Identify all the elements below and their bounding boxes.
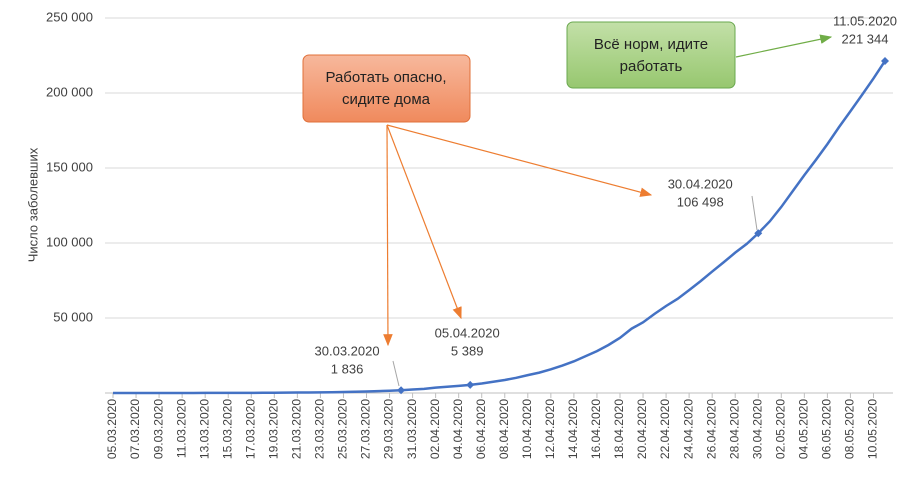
arrow bbox=[383, 124, 393, 347]
x-tick-label: 24.04.2020 bbox=[681, 399, 695, 459]
point-date-label: 30.04.2020 bbox=[668, 177, 733, 192]
grid bbox=[105, 17, 893, 398]
x-tick-label: 09.03.2020 bbox=[151, 399, 165, 459]
x-tick-label: 11.03.2020 bbox=[174, 399, 188, 458]
point-date-label: 30.03.2020 bbox=[315, 344, 380, 359]
y-tick-label: 250 000 bbox=[46, 9, 93, 24]
callout-text: Работать опасно, bbox=[325, 69, 446, 86]
x-tick-label: 28.04.2020 bbox=[727, 399, 741, 459]
y-tick-label: 50 000 bbox=[53, 309, 93, 324]
point-date-label: 05.04.2020 bbox=[435, 325, 500, 340]
x-tick-label: 17.03.2020 bbox=[243, 399, 257, 459]
callout-text: Всё норм, идите bbox=[594, 36, 708, 53]
marker bbox=[754, 229, 763, 238]
x-tick-label: 13.03.2020 bbox=[197, 399, 211, 459]
x-tick-label: 05.03.2020 bbox=[105, 399, 119, 459]
leader-line bbox=[751, 195, 758, 231]
callout-box bbox=[566, 21, 736, 89]
data-label: 106 498 bbox=[677, 195, 724, 210]
x-tick-label: 04.05.2020 bbox=[797, 399, 811, 459]
x-tick-label: 16.04.2020 bbox=[589, 399, 603, 459]
x-tick-label: 23.03.2020 bbox=[313, 399, 327, 459]
x-tick-label: 08.04.2020 bbox=[497, 399, 511, 459]
x-tick-label: 15.03.2020 bbox=[220, 399, 234, 459]
x-tick-label: 29.03.2020 bbox=[382, 399, 396, 459]
annotations: Работать опасно, сидите дома Всё норм, и… bbox=[302, 21, 833, 387]
y-axis-label: Число заболевших bbox=[25, 147, 40, 262]
leader-line bbox=[392, 360, 400, 387]
x-tick-label: 04.04.2020 bbox=[451, 399, 465, 459]
x-tick-label: 06.04.2020 bbox=[474, 399, 488, 459]
callout-text: работать bbox=[620, 58, 683, 75]
arrow bbox=[386, 124, 653, 197]
callout-box bbox=[302, 54, 471, 123]
data-label: 221 344 bbox=[842, 31, 889, 46]
y-tick-label: 100 000 bbox=[46, 234, 93, 249]
arrow bbox=[735, 34, 833, 58]
x-tick-label: 08.05.2020 bbox=[843, 399, 857, 459]
x-tick-label: 02.05.2020 bbox=[773, 399, 787, 459]
data-label: 5 389 bbox=[451, 343, 484, 358]
x-tick-label: 10.04.2020 bbox=[520, 399, 534, 459]
x-tick-label: 14.04.2020 bbox=[566, 399, 580, 459]
x-tick-label: 22.04.2020 bbox=[658, 399, 672, 459]
x-tick-label: 26.04.2020 bbox=[704, 399, 718, 459]
callout-text: сидите дома bbox=[342, 91, 431, 108]
marker bbox=[466, 380, 475, 389]
y-tick-label: 150 000 bbox=[46, 159, 93, 174]
y-tick-label: 200 000 bbox=[46, 84, 93, 99]
x-tick-label: 19.03.2020 bbox=[266, 399, 280, 459]
x-tick-label: 07.03.2020 bbox=[128, 399, 142, 459]
arrow bbox=[386, 124, 462, 320]
x-tick-label: 25.03.2020 bbox=[336, 399, 350, 459]
line bbox=[113, 60, 887, 395]
x-tick-label: 10.05.2020 bbox=[866, 399, 880, 459]
plot bbox=[113, 56, 889, 395]
x-tick-label: 30.04.2020 bbox=[750, 399, 764, 459]
x-tick-label: 12.04.2020 bbox=[543, 399, 557, 459]
point-date-label: 11.05.2020 bbox=[833, 13, 897, 28]
x-tick-label: 06.05.2020 bbox=[820, 399, 834, 459]
data-label: 1 836 bbox=[331, 362, 364, 377]
x-tick-label: 31.03.2020 bbox=[405, 399, 419, 459]
x-tick-label: 21.03.2020 bbox=[290, 399, 304, 459]
x-tick-label: 20.04.2020 bbox=[635, 399, 649, 459]
x-tick-label: 02.04.2020 bbox=[428, 399, 442, 459]
x-tick-label: 27.03.2020 bbox=[359, 399, 373, 459]
marker bbox=[397, 386, 406, 395]
marker bbox=[881, 56, 889, 65]
x-tick-label: 18.04.2020 bbox=[612, 399, 626, 459]
